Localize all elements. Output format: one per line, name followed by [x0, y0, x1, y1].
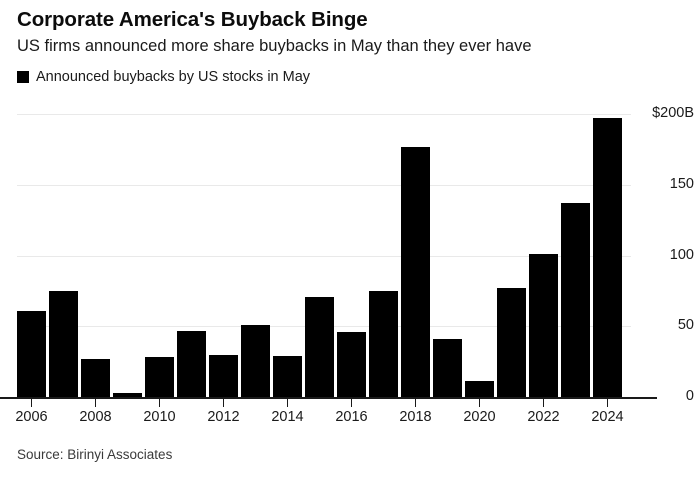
bar-2008[interactable]: [81, 358, 110, 397]
y-axis-tick-label: $200B: [652, 105, 694, 121]
page-title: Corporate America's Buyback Binge: [17, 8, 368, 31]
x-axis-tick-mark: [350, 398, 353, 407]
bar-2024[interactable]: [593, 118, 622, 397]
x-axis-tick-label: 2016: [335, 409, 368, 425]
gridline: [17, 255, 631, 257]
y-axis-tick-label: 50: [677, 317, 694, 334]
gridline: [17, 114, 631, 115]
x-axis-tick-label: 2010: [143, 409, 176, 425]
x-axis-baseline: [0, 397, 657, 399]
bar-2007[interactable]: [49, 290, 78, 397]
bar-2021[interactable]: [497, 288, 526, 397]
x-axis-tick-label: 2020: [463, 409, 496, 425]
x-axis-tick-label: 2022: [527, 409, 560, 425]
x-axis-tick-label: 2024: [591, 409, 624, 425]
x-axis-tick-mark: [478, 398, 481, 407]
x-axis-tick-mark: [414, 398, 417, 407]
plot-area: [17, 114, 631, 397]
bar-2018[interactable]: [401, 146, 430, 397]
x-axis-tick-mark: [30, 398, 33, 407]
bar-2006[interactable]: [17, 310, 46, 397]
x-axis-tick-label: 2014: [271, 409, 304, 425]
bar-2015[interactable]: [305, 296, 334, 397]
x-axis-tick-mark: [158, 398, 161, 407]
bar-2022[interactable]: [529, 254, 558, 397]
x-axis-tick-mark: [542, 398, 545, 407]
x-axis-tick-label: 2018: [399, 409, 432, 425]
x-axis-tick-mark: [606, 398, 609, 407]
bar-2020[interactable]: [465, 381, 494, 397]
bar-2016[interactable]: [337, 331, 366, 397]
x-axis-tick-label: 2006: [15, 409, 48, 425]
y-axis-tick-label: 150: [669, 175, 694, 192]
legend-swatch-icon: [17, 71, 29, 84]
y-axis-tick-label: 100: [669, 246, 694, 263]
bar-2019[interactable]: [433, 339, 462, 397]
bar-2013[interactable]: [241, 324, 270, 397]
bar-2009[interactable]: [113, 392, 142, 397]
bar-2014[interactable]: [273, 355, 302, 397]
source-note: Source: Birinyi Associates: [17, 447, 173, 462]
y-axis-tick-label: 0: [685, 388, 694, 404]
bar-2010[interactable]: [145, 357, 174, 397]
bar-2012[interactable]: [209, 354, 238, 397]
x-axis-tick-mark: [94, 398, 97, 407]
bar-2011[interactable]: [177, 330, 206, 397]
chart-subtitle: US firms announced more share buybacks i…: [17, 37, 532, 55]
x-axis-tick-mark: [286, 398, 289, 407]
x-axis-tick-label: 2012: [207, 409, 240, 425]
x-axis-tick-mark: [222, 398, 225, 407]
gridline: [17, 184, 631, 186]
bar-2017[interactable]: [369, 290, 398, 397]
x-axis-tick-label: 2008: [79, 409, 112, 425]
legend-label: Announced buybacks by US stocks in May: [36, 69, 311, 85]
chart-legend: Announced buybacks by US stocks in May: [17, 70, 310, 85]
bar-2023[interactable]: [561, 203, 590, 397]
